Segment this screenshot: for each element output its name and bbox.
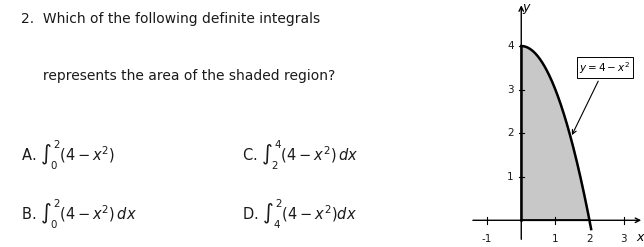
Text: C. $\int_2^4(4 - x^2)\,dx$: C. $\int_2^4(4 - x^2)\,dx$ bbox=[242, 138, 357, 172]
Text: $x$: $x$ bbox=[636, 231, 644, 244]
Text: D. $\int_4^2(4 - x^2)dx$: D. $\int_4^2(4 - x^2)dx$ bbox=[242, 198, 356, 231]
Text: 2.  Which of the following definite integrals: 2. Which of the following definite integ… bbox=[21, 12, 319, 26]
Text: B. $\int_0^2(4 - x^2)\,dx$: B. $\int_0^2(4 - x^2)\,dx$ bbox=[21, 198, 137, 231]
Text: 4: 4 bbox=[507, 41, 514, 51]
Text: $y$: $y$ bbox=[522, 2, 533, 16]
Text: -1: -1 bbox=[482, 234, 493, 244]
Text: 1: 1 bbox=[507, 172, 514, 182]
Text: 3: 3 bbox=[507, 84, 514, 95]
Text: A. $\int_0^2(4 - x^2)$: A. $\int_0^2(4 - x^2)$ bbox=[21, 138, 115, 172]
Text: 2: 2 bbox=[586, 234, 592, 244]
Text: $y = 4 - x^2$: $y = 4 - x^2$ bbox=[573, 60, 630, 134]
Text: represents the area of the shaded region?: represents the area of the shaded region… bbox=[21, 69, 335, 83]
Text: 1: 1 bbox=[552, 234, 558, 244]
Text: 3: 3 bbox=[620, 234, 627, 244]
Text: 2: 2 bbox=[507, 128, 514, 138]
